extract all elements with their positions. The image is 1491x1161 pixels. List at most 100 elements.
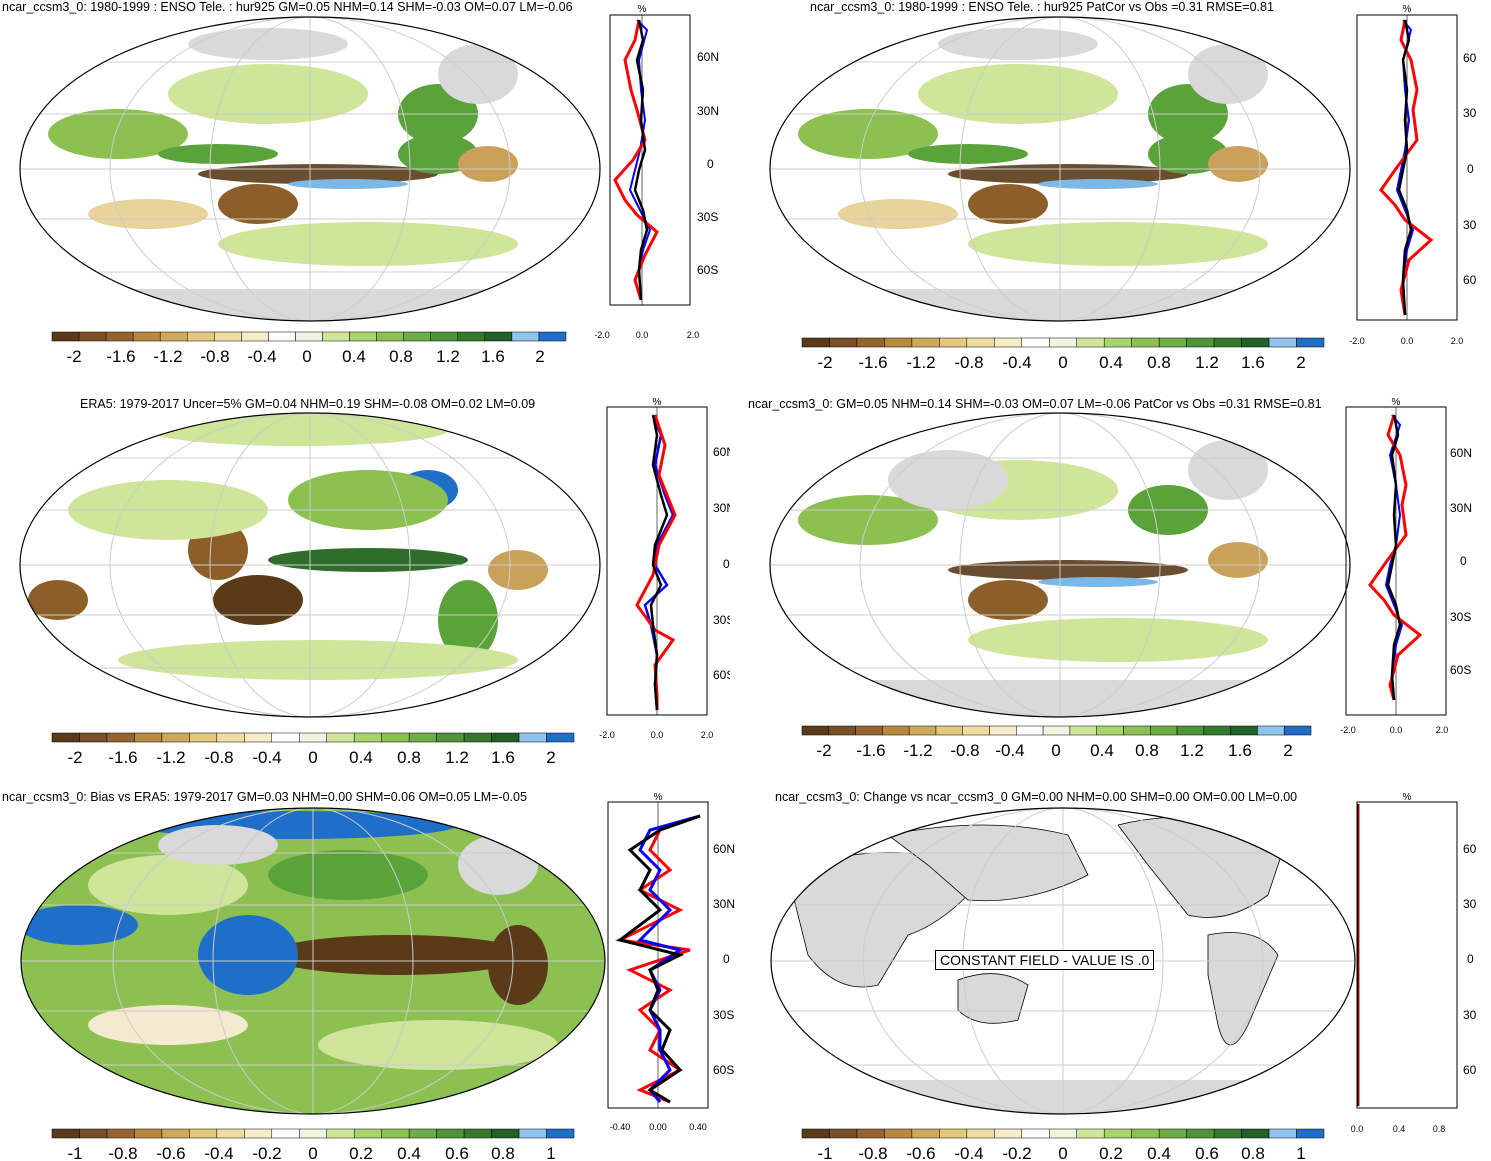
panel5-colorbar-swatches	[51, 1128, 575, 1139]
panel6-cb-5: 0	[1058, 1144, 1067, 1161]
panel5-map	[20, 807, 606, 1115]
panel5-profile: % 60N 30N 0 30S 60S -0.40 0.00 0.40	[607, 792, 735, 1132]
colorbar-swatch	[457, 331, 486, 342]
panel2-lat-4: 60	[1463, 273, 1477, 287]
colorbar-swatch	[187, 331, 215, 342]
panel5-profile-unit: %	[654, 792, 663, 803]
colorbar-swatch	[1049, 1128, 1077, 1139]
panel3-x-0: -2.0	[599, 730, 615, 740]
panel2-cb-0: -2	[817, 353, 832, 372]
panel2-x-0: -2.0	[1349, 336, 1365, 345]
colorbar-swatch	[966, 337, 995, 348]
panel2-map	[769, 16, 1351, 322]
colorbar-swatch	[911, 337, 940, 348]
panel6-title: ncar_ccsm3_0: Change vs ncar_ccsm3_0 GM=…	[775, 790, 1298, 804]
panel5-cb-7: 0.4	[397, 1144, 421, 1161]
panel1-lat-2: 0	[707, 157, 714, 171]
panel2-lat-3: 30	[1463, 218, 1477, 232]
panel5-cb-4: -0.2	[252, 1144, 281, 1161]
colorbar-swatch	[518, 732, 547, 743]
panel5-cb-9: 0.8	[491, 1144, 515, 1161]
panel2-lat-1: 30	[1463, 106, 1477, 120]
panel5-cb-1: -0.8	[108, 1144, 137, 1161]
colorbar-swatch	[1076, 337, 1105, 348]
panel3-lat-1: 30N	[713, 501, 730, 515]
panel2-cb-1: -1.6	[858, 353, 887, 372]
colorbar-swatch	[801, 725, 830, 736]
panel6-lat-0: 60	[1463, 842, 1477, 856]
panel4-cb-5: 0	[1051, 741, 1060, 760]
panel5-lat-4: 60S	[713, 1063, 734, 1077]
panel5-cb-0: -1	[67, 1144, 82, 1161]
panel6-profile: % 60 30 0 30 60 0.0 0.4 0.8	[1351, 792, 1477, 1134]
panel4-cb-10: 2	[1283, 741, 1292, 760]
colorbar-swatch	[1021, 337, 1050, 348]
panel4-cb-2: -1.2	[903, 741, 932, 760]
panel5-colorbar: -1 -0.8 -0.6 -0.4 -0.2 0 0.2 0.4 0.6 0.8…	[51, 1128, 575, 1161]
colorbar-swatch	[161, 1128, 190, 1139]
panel4-cb-0: -2	[816, 741, 831, 760]
colorbar-swatch	[353, 1128, 382, 1139]
panel3-lat-0: 60N	[713, 445, 730, 459]
constant-field-note: CONSTANT FIELD - VALUE IS .0	[935, 950, 1155, 970]
colorbar-swatch	[349, 331, 377, 342]
panel2-cb-8: 1.2	[1195, 353, 1219, 372]
panel2-lat-0: 60	[1463, 51, 1477, 65]
colorbar-swatch	[911, 1128, 940, 1139]
panel5-title: ncar_ccsm3_0: Bias vs ERA5: 1979-2017 GM…	[2, 790, 527, 804]
panel4-cb-4: -0.4	[995, 741, 1024, 760]
panel1-title: ncar_ccsm3_0: 1980-1999 : ENSO Tele. : h…	[2, 0, 573, 14]
panel5-lat-0: 60N	[713, 842, 735, 856]
panel4-cb-6: 0.4	[1090, 741, 1114, 760]
panel2-profile-unit: %	[1403, 4, 1412, 15]
colorbar-swatch	[1230, 725, 1258, 736]
panel6-x-1: 0.4	[1393, 1124, 1406, 1134]
panel6-cb-10: 1	[1296, 1144, 1305, 1161]
panel2-cb-7: 0.8	[1147, 353, 1171, 372]
colorbar-swatch	[326, 1128, 355, 1139]
colorbar-swatch	[1213, 337, 1242, 348]
panel6-cb-0: -1	[817, 1144, 832, 1161]
panel1-x-1: 0.0	[636, 330, 649, 340]
panel3-cb-8: 1.2	[445, 748, 469, 767]
colorbar-swatch	[381, 732, 410, 743]
panel1-cb-6: 0.4	[342, 347, 366, 366]
panel1-x-0: -2.0	[595, 330, 610, 340]
colorbar-swatch	[1268, 337, 1297, 348]
colorbar-swatch	[484, 331, 513, 342]
panel4-profile: % 60N 30N 0 30S 60S -2.0 0.0 2.0	[1340, 397, 1472, 735]
panel1-cb-2: -1.2	[153, 347, 182, 366]
panel4-lat-4: 60S	[1450, 663, 1471, 677]
colorbar-swatch	[403, 331, 431, 342]
colorbar-swatch	[546, 732, 575, 743]
panel3-cb-10: 2	[546, 748, 555, 767]
colorbar-swatch	[491, 1128, 520, 1139]
colorbar-swatch	[463, 732, 492, 743]
colorbar-swatch	[1241, 337, 1270, 348]
colorbar-swatch	[376, 331, 404, 342]
panel4-lat-0: 60N	[1450, 446, 1472, 460]
colorbar-swatch	[882, 725, 910, 736]
colorbar-swatch	[51, 1128, 80, 1139]
colorbar-swatch	[106, 1128, 135, 1139]
colorbar-swatch	[538, 331, 567, 342]
panel6-x-2: 0.8	[1433, 1124, 1446, 1134]
panel1-x-2: 2.0	[687, 330, 700, 340]
colorbar-swatch	[1103, 337, 1132, 348]
colorbar-swatch	[381, 1128, 410, 1139]
panel6-cb-8: 0.6	[1195, 1144, 1219, 1161]
panel2-colorbar: -2 -1.6 -1.2 -0.8 -0.4 0 0.4 0.8 1.2 1.6…	[801, 337, 1325, 372]
colorbar-swatch	[989, 725, 1017, 736]
colorbar-swatch	[1069, 725, 1097, 736]
colorbar-swatch	[105, 331, 134, 342]
panel6-cb-1: -0.8	[858, 1144, 887, 1161]
panel3-x-2: 2.0	[701, 730, 714, 740]
panel3-cb-0: -2	[67, 748, 82, 767]
colorbar-swatch	[78, 331, 107, 342]
panel3-map	[19, 412, 601, 718]
panel1-cb-4: -0.4	[247, 347, 276, 366]
panel3-cb-5: 0	[308, 748, 317, 767]
panel3-x-1: 0.0	[651, 730, 664, 740]
colorbar-swatch	[884, 337, 913, 348]
panel3-cb-3: -0.8	[204, 748, 233, 767]
